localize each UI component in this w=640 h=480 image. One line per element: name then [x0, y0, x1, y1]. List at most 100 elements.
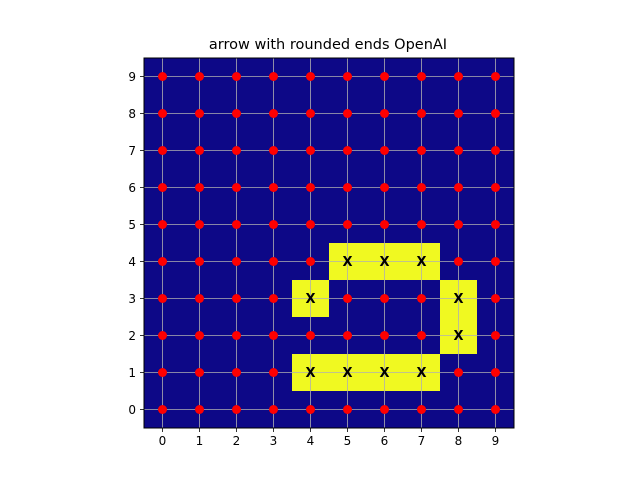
point	[195, 331, 204, 340]
x-tick-label: 2	[233, 434, 241, 448]
point	[195, 109, 204, 118]
point	[158, 183, 167, 192]
point	[232, 405, 241, 414]
y-tick-label: 7	[128, 144, 136, 158]
chart-title: arrow with rounded ends OpenAI	[209, 37, 447, 53]
point	[158, 257, 167, 266]
point	[454, 257, 463, 266]
point	[269, 294, 278, 303]
point	[232, 294, 241, 303]
x-tick-label: 5	[344, 434, 352, 448]
y-tick-label: 3	[128, 292, 136, 306]
x-tick-label: 1	[196, 434, 204, 448]
point	[491, 72, 500, 81]
point	[269, 146, 278, 155]
point	[380, 220, 389, 229]
point	[343, 183, 352, 192]
point	[195, 368, 204, 377]
point	[454, 368, 463, 377]
point	[343, 109, 352, 118]
x-tick-label: 3	[270, 434, 278, 448]
point	[158, 146, 167, 155]
point	[417, 405, 426, 414]
point	[343, 220, 352, 229]
point	[232, 72, 241, 81]
point	[232, 183, 241, 192]
x-tick-label: 9	[492, 434, 500, 448]
x-tick-label: 8	[455, 434, 463, 448]
cell-mark-label: X	[416, 255, 426, 270]
y-tick-label: 5	[128, 218, 136, 232]
cell-mark-label: X	[453, 292, 463, 307]
cell-mark-label: X	[379, 255, 389, 270]
point	[195, 257, 204, 266]
point	[306, 331, 315, 340]
point	[195, 405, 204, 414]
cell-mark-label: X	[305, 292, 315, 307]
cell-mark-label: X	[342, 255, 352, 270]
y-tick-label: 2	[128, 329, 136, 343]
point	[491, 405, 500, 414]
point	[269, 331, 278, 340]
point	[158, 368, 167, 377]
point	[195, 294, 204, 303]
point	[380, 109, 389, 118]
point	[454, 405, 463, 414]
point	[158, 220, 167, 229]
point	[306, 183, 315, 192]
point	[454, 146, 463, 155]
point	[491, 109, 500, 118]
point	[343, 294, 352, 303]
point	[417, 72, 426, 81]
point	[158, 109, 167, 118]
point	[269, 183, 278, 192]
x-tick-label: 0	[159, 434, 167, 448]
y-tick-label: 1	[128, 366, 136, 380]
point	[269, 405, 278, 414]
point	[269, 72, 278, 81]
point	[269, 109, 278, 118]
point	[380, 146, 389, 155]
point	[232, 146, 241, 155]
y-tick-label: 9	[128, 70, 136, 84]
cell-mark-label: X	[453, 329, 463, 344]
point	[417, 331, 426, 340]
point	[491, 257, 500, 266]
cell-mark-label: X	[379, 366, 389, 381]
cell-mark-label: X	[416, 366, 426, 381]
point	[380, 72, 389, 81]
point	[454, 220, 463, 229]
point	[417, 294, 426, 303]
point	[343, 146, 352, 155]
point	[454, 109, 463, 118]
point	[158, 72, 167, 81]
cell-mark-label: X	[305, 366, 315, 381]
y-tick-label: 6	[128, 181, 136, 195]
point	[158, 331, 167, 340]
point	[232, 109, 241, 118]
point	[491, 146, 500, 155]
point	[343, 331, 352, 340]
point	[343, 72, 352, 81]
x-tick-label: 7	[418, 434, 426, 448]
point	[195, 146, 204, 155]
point	[491, 294, 500, 303]
point	[269, 257, 278, 266]
point	[158, 405, 167, 414]
axes-frame	[143, 57, 515, 429]
point	[454, 72, 463, 81]
y-tick-label: 8	[128, 107, 136, 121]
point	[306, 146, 315, 155]
point	[417, 109, 426, 118]
y-tick-label: 4	[128, 255, 136, 269]
point	[195, 220, 204, 229]
point	[195, 72, 204, 81]
point	[417, 220, 426, 229]
point	[491, 183, 500, 192]
point	[491, 220, 500, 229]
point	[417, 146, 426, 155]
point	[343, 405, 352, 414]
point	[232, 220, 241, 229]
x-tick-label: 6	[381, 434, 389, 448]
point	[269, 220, 278, 229]
